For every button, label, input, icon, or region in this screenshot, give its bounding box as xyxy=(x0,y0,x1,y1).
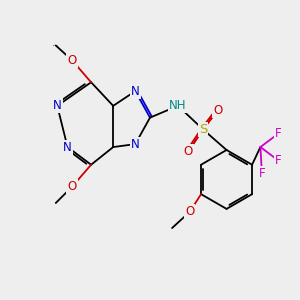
Text: O: O xyxy=(67,54,76,67)
Text: N: N xyxy=(63,141,72,154)
Text: S: S xyxy=(199,123,207,136)
Text: O: O xyxy=(185,205,194,218)
Text: N: N xyxy=(131,85,140,98)
Text: NH: NH xyxy=(169,99,187,112)
Text: methoxy: methoxy xyxy=(53,45,59,46)
Text: F: F xyxy=(275,127,281,140)
Text: N: N xyxy=(53,99,62,112)
Text: O: O xyxy=(213,104,222,117)
Text: F: F xyxy=(259,167,265,180)
Text: O: O xyxy=(67,180,76,193)
Text: O: O xyxy=(184,145,193,158)
Text: F: F xyxy=(275,154,281,167)
Text: N: N xyxy=(131,138,140,151)
